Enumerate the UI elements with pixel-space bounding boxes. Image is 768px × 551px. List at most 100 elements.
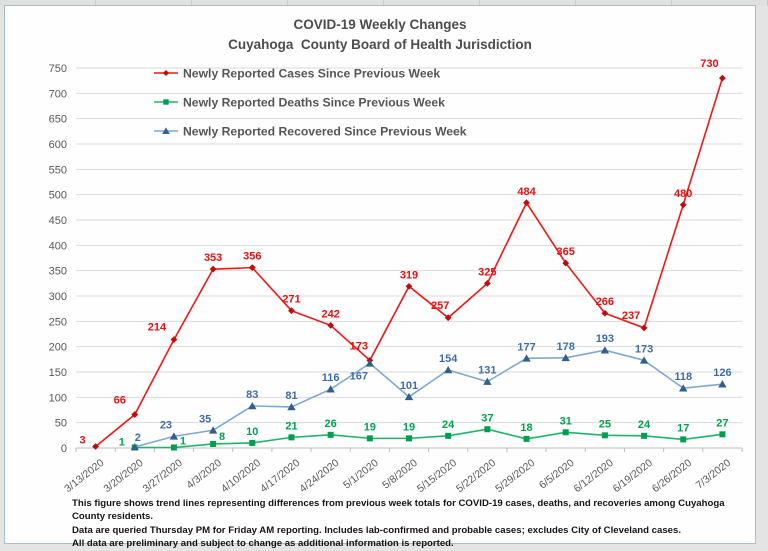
data-label-cases: 353 [204, 252, 222, 264]
y-tick-label: 50 [55, 418, 67, 430]
data-label-cases: 242 [321, 308, 339, 320]
data-label-deaths: 24 [442, 419, 455, 431]
data-point-marker [163, 99, 169, 105]
legend-label: Newly Reported Cases Since Previous Week [183, 67, 440, 81]
data-point-marker [170, 444, 177, 451]
data-label-recovered: 35 [199, 413, 211, 425]
x-tick-label: 7/3/2020 [694, 457, 734, 492]
data-label-cases: 3 [80, 434, 86, 446]
data-label-cases: 266 [596, 296, 614, 308]
data-point-marker [406, 435, 412, 442]
data-point-marker [562, 429, 569, 436]
data-label-cases: 66 [114, 395, 126, 407]
data-label-recovered: 116 [322, 372, 340, 384]
data-label-deaths: 37 [481, 412, 493, 424]
x-tick-label: 5/1/2020 [341, 457, 381, 492]
y-tick-label: 750 [49, 63, 67, 75]
data-label-cases: 365 [557, 246, 575, 258]
data-label-recovered: 2 [135, 432, 141, 444]
data-point-marker [601, 309, 609, 317]
y-tick-label: 100 [49, 392, 67, 404]
x-tick-label: 4/10/2020 [219, 457, 263, 495]
data-point-marker [718, 380, 727, 388]
x-tick-label: 5/15/2020 [415, 457, 459, 495]
data-label-deaths: 21 [285, 420, 297, 432]
data-label-deaths: 31 [560, 415, 572, 427]
legend-item-cases: Newly Reported Cases Since Previous Week [154, 67, 440, 81]
data-point-marker [601, 432, 608, 439]
data-label-cases: 356 [243, 251, 261, 263]
data-label-cases: 237 [622, 310, 640, 322]
y-tick-label: 600 [49, 139, 67, 151]
data-label-recovered: 118 [674, 371, 692, 383]
data-point-marker [484, 426, 491, 433]
data-point-marker [600, 346, 610, 354]
x-tick-label: 4/3/2020 [184, 457, 224, 492]
data-point-marker [288, 434, 295, 441]
chart-title-line1: COVID-19 Weekly Changes [293, 17, 467, 32]
legend: Newly Reported Cases Since Previous Week… [154, 67, 467, 139]
data-label-cases: 484 [517, 186, 536, 198]
data-label-deaths: 8 [219, 431, 225, 443]
data-label-cases: 271 [282, 294, 300, 306]
data-point-marker [130, 442, 139, 451]
data-label-recovered: 167 [350, 370, 368, 382]
data-label-deaths: 10 [246, 426, 258, 438]
data-label-cases: 325 [478, 266, 496, 278]
data-label-deaths: 1 [180, 435, 186, 447]
y-tick-label: 700 [49, 88, 67, 100]
x-tick-label: 5/29/2020 [493, 457, 537, 495]
data-point-marker [483, 279, 491, 287]
data-label-cases: 730 [700, 58, 718, 70]
data-point-marker [131, 411, 139, 418]
y-tick-label: 350 [49, 266, 67, 278]
data-point-marker [162, 69, 170, 77]
y-tick-label: 250 [49, 316, 67, 328]
data-point-marker [288, 307, 295, 315]
data-point-marker [483, 377, 492, 385]
data-point-marker [365, 359, 375, 367]
y-axis-tick-labels: 0 50 100 150 200 250 300 350 400 450 500 550 600 650 7… [49, 63, 67, 455]
chart-panel: COVID-19 Weekly Changes Cuyahoga County B… [4, 5, 756, 549]
series-line-deaths [134, 428, 723, 449]
data-point-marker [248, 264, 256, 272]
data-label-cases: 257 [431, 300, 449, 312]
data-point-marker [522, 354, 531, 362]
data-point-marker [523, 199, 530, 207]
data-label-recovered: 101 [400, 380, 418, 392]
data-point-marker [162, 127, 170, 134]
data-label-deaths: 17 [677, 422, 689, 434]
data-point-marker [641, 432, 648, 439]
data-point-marker [523, 435, 530, 442]
data-point-marker [210, 440, 217, 447]
data-point-marker [170, 336, 178, 343]
x-tick-label: 5/8/2020 [380, 457, 420, 492]
data-point-marker [679, 201, 687, 209]
data-point-marker [169, 432, 179, 440]
legend-label: Newly Reported Recovered Since Previous … [183, 125, 467, 139]
data-point-marker [404, 392, 414, 401]
chart-title: COVID-19 Weekly Changes Cuyahoga County B… [5, 15, 755, 55]
data-point-marker [248, 401, 257, 410]
data-label-cases: 480 [674, 188, 692, 200]
data-label-cases: 319 [400, 269, 418, 281]
y-tick-label: 450 [49, 215, 67, 227]
data-point-marker [287, 402, 296, 411]
data-label-recovered: 178 [557, 341, 575, 353]
x-tick-label: 6/5/2020 [537, 457, 577, 492]
data-point-marker [719, 431, 726, 438]
data-point-marker [640, 324, 648, 332]
x-tick-label: 3/20/2020 [101, 457, 145, 495]
data-point-marker [679, 384, 688, 392]
data-label-deaths: 26 [325, 418, 337, 430]
footnote-line: All data are preliminary and subject to … [72, 538, 454, 550]
y-tick-label: 300 [49, 291, 67, 303]
data-label-deaths: 27 [716, 417, 728, 429]
x-tick-label: 6/19/2020 [611, 457, 655, 495]
data-point-marker [208, 426, 218, 434]
legend-item-recovered: Newly Reported Recovered Since Previous … [154, 125, 467, 139]
data-label-recovered: 131 [478, 365, 496, 377]
data-point-marker [561, 353, 570, 362]
footnote-block: This figure shows trend lines representi… [72, 497, 732, 551]
